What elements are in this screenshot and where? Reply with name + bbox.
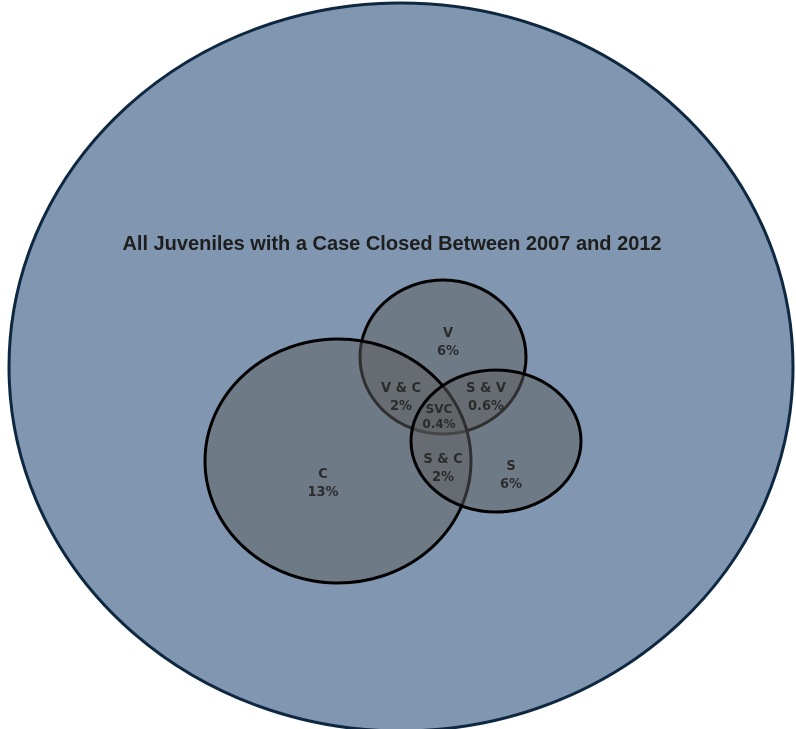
region-s-and-c: S & C 2% [423, 452, 462, 485]
region-label: SVC [426, 402, 453, 416]
region-value: 2% [432, 470, 454, 485]
set-circle-s [409, 368, 583, 514]
region-label: S [506, 459, 515, 474]
region-value: 6% [500, 477, 522, 492]
region-label: V [443, 326, 453, 341]
region-value: 2% [390, 399, 412, 414]
region-svc: SVC 0.4% [422, 402, 455, 431]
region-value: 6% [437, 344, 459, 359]
region-label: S & V [466, 381, 506, 396]
region-c: C 13% [307, 467, 338, 500]
region-v: V 6% [437, 326, 459, 359]
region-s-and-v: S & V 0.6% [466, 381, 506, 414]
region-label: C [318, 467, 328, 482]
region-v-and-c: V & C 2% [381, 381, 421, 414]
region-s: S 6% [500, 459, 522, 492]
region-label: V & C [381, 381, 421, 396]
region-value: 0.4% [422, 417, 455, 431]
diagram-title: All Juveniles with a Case Closed Between… [122, 233, 661, 255]
region-value: 13% [307, 485, 338, 500]
region-value: 0.6% [468, 399, 504, 414]
region-label: S & C [423, 452, 462, 467]
